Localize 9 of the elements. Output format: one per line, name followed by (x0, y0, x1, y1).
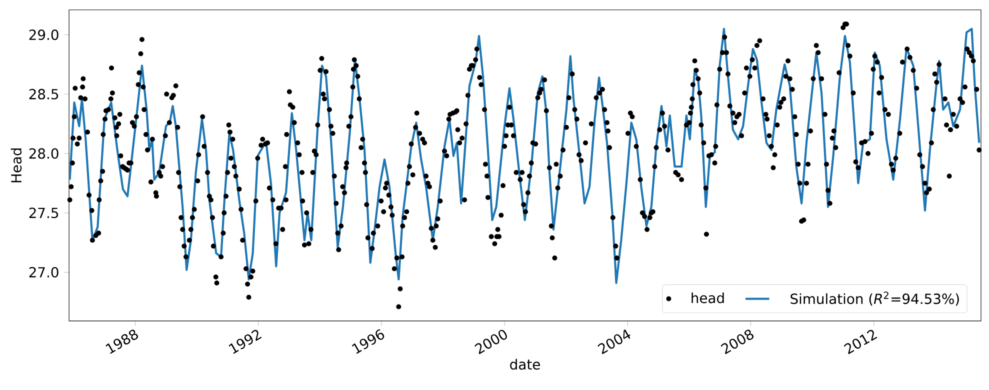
y-tick-label: 28.0 (29, 148, 58, 159)
y-axis-title: Head (10, 148, 22, 182)
legend-label: head (692, 292, 724, 304)
x-axis-title: date (510, 358, 540, 370)
y-tick-label: 27.0 (29, 267, 58, 278)
y-tick-label: 28.5 (29, 88, 58, 100)
legend-label: Simulation (R$^{2}$=94.53%) (790, 292, 959, 306)
y-tick-label: 27.5 (29, 208, 58, 218)
y-tick-label: 29.0 (29, 30, 58, 40)
